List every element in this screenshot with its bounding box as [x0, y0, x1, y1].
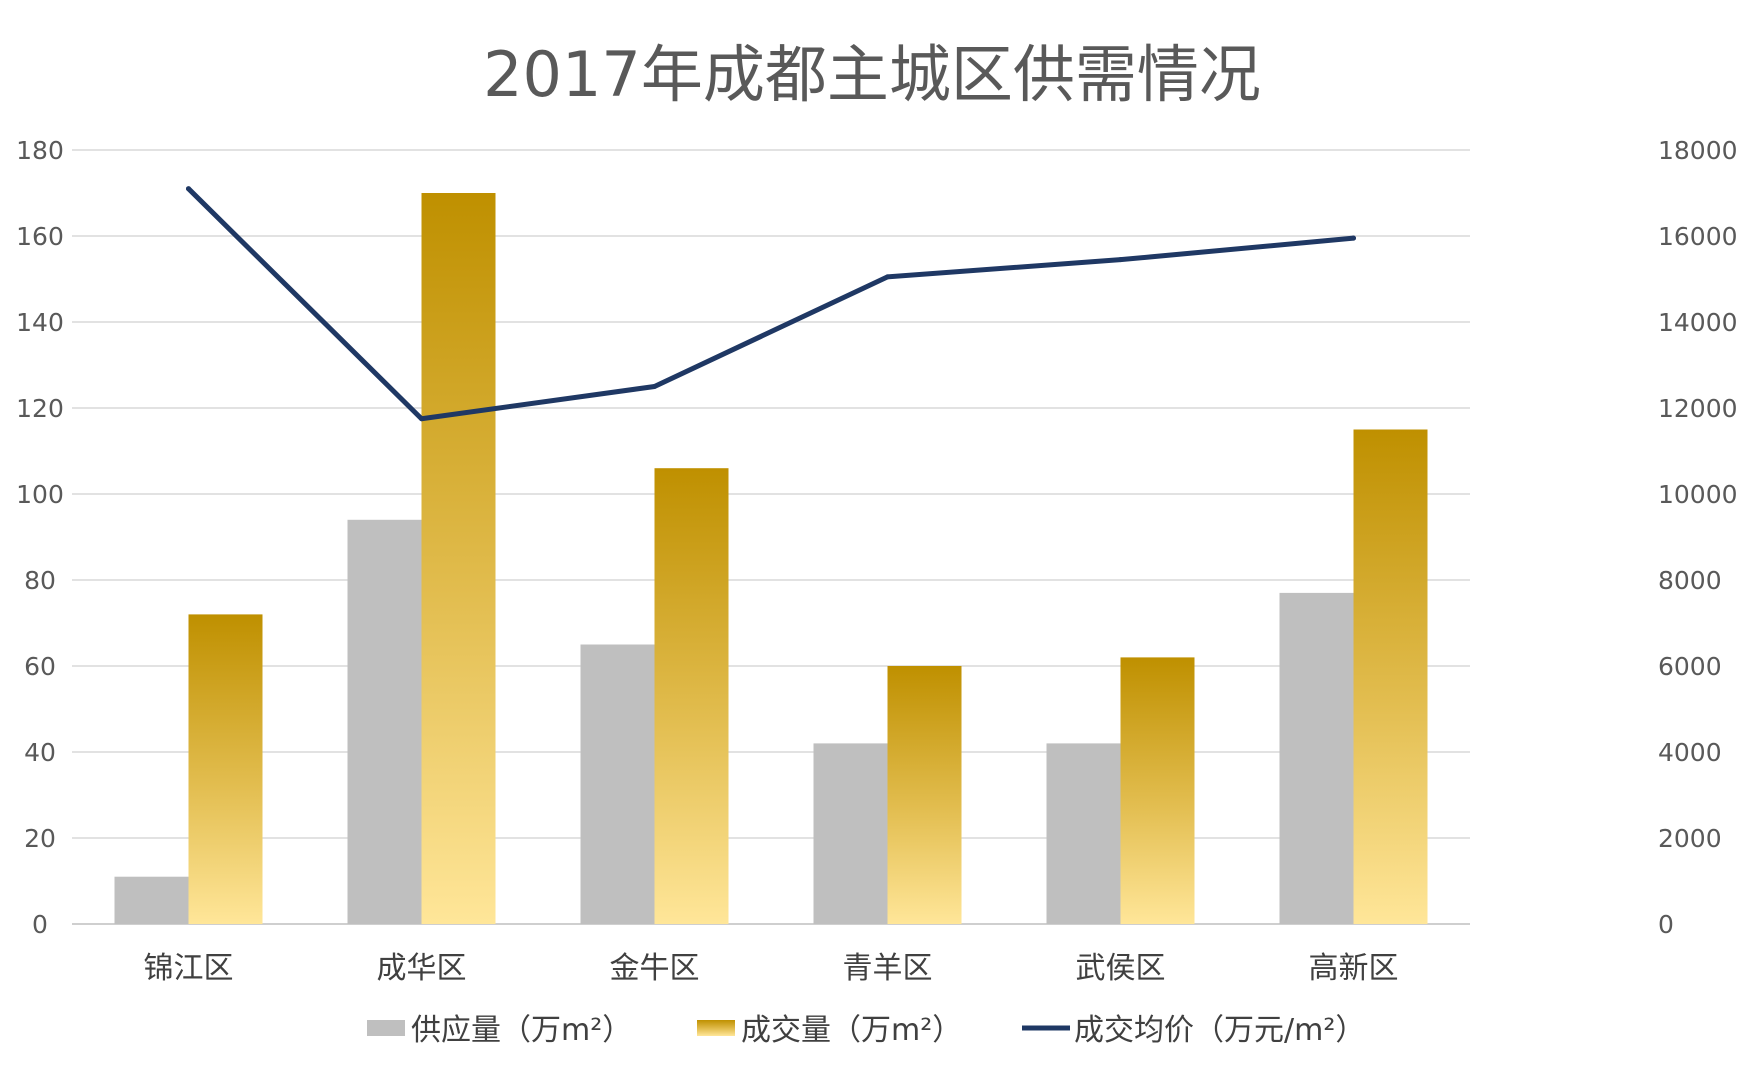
deal-bar [1353, 429, 1428, 924]
right-tick-label: 6000 [1658, 652, 1722, 681]
left-tick-label: 100 [16, 480, 64, 509]
right-tick-label: 0 [1658, 910, 1674, 939]
price-point [419, 416, 424, 422]
category-label: 青羊区 [843, 951, 933, 986]
category-label: 成华区 [377, 951, 467, 986]
right-tick-label: 14000 [1658, 308, 1738, 337]
legend-label: 成交量（万m²） [741, 1013, 962, 1048]
category-labels: 锦江区 成华区 金牛区 青羊区 武侯区 高新区 [144, 951, 1399, 986]
price-point [885, 274, 890, 280]
deal-bar [1120, 657, 1195, 924]
legend-swatch [697, 1020, 735, 1036]
category-label: 金牛区 [610, 951, 700, 986]
left-tick-label: 160 [16, 222, 64, 251]
supply-bar [347, 519, 422, 924]
right-tick-label: 2000 [1658, 824, 1722, 853]
right-tick-label: 16000 [1658, 222, 1738, 251]
right-tick-label: 10000 [1658, 480, 1738, 509]
right-tick-label: 8000 [1658, 566, 1722, 595]
right-tick-label: 12000 [1658, 394, 1738, 423]
category-label: 锦江区 [144, 951, 234, 986]
deal-bar [887, 666, 962, 924]
legend: 供应量（万m²） 成交量（万m²） 成交均价（万元/m²） [367, 1013, 1365, 1048]
left-tick-label: 0 [32, 910, 48, 939]
legend-label: 成交均价（万元/m²） [1074, 1013, 1365, 1048]
right-tick-label: 4000 [1658, 738, 1722, 767]
category-label: 高新区 [1309, 951, 1399, 986]
left-axis-ticks: 0 20 40 60 80 100 120 140 160 180 [16, 136, 64, 939]
supply-bar [1046, 743, 1121, 924]
left-tick-label: 120 [16, 394, 64, 423]
left-tick-label: 140 [16, 308, 64, 337]
price-line-layer [186, 186, 1356, 422]
left-tick-label: 40 [24, 738, 56, 767]
deal-bar [421, 193, 496, 924]
price-point [652, 384, 657, 389]
price-line [186, 186, 1356, 422]
left-tick-label: 80 [24, 566, 56, 595]
gridlines [72, 149, 1470, 925]
deal-bar [654, 468, 729, 924]
legend-swatch [367, 1020, 405, 1036]
legend-label: 供应量（万m²） [411, 1013, 632, 1048]
supply-bar [580, 644, 655, 924]
bars [114, 193, 1428, 924]
supply-bar [1279, 592, 1354, 924]
price-point [1351, 235, 1356, 241]
left-tick-label: 60 [24, 652, 56, 681]
price-point [1118, 257, 1123, 263]
left-tick-label: 180 [16, 136, 64, 165]
supply-bar [813, 743, 888, 924]
category-label: 武侯区 [1076, 951, 1166, 986]
right-tick-label: 18000 [1658, 136, 1738, 165]
supply-bar [114, 876, 189, 924]
right-axis-ticks: 0 2000 4000 6000 8000 10000 12000 14000 16000 180… [1658, 136, 1738, 939]
left-tick-label: 20 [24, 824, 56, 853]
chart-title: 2017年成都主城区供需情况 [483, 38, 1261, 111]
price-point [186, 186, 191, 192]
deal-bar [188, 614, 263, 924]
